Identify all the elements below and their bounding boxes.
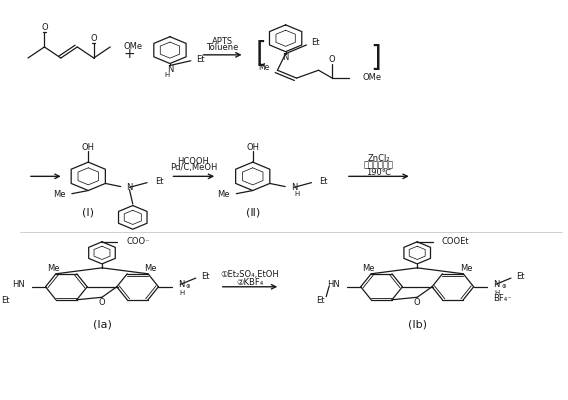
Text: O: O [99, 298, 105, 306]
Text: HCOOH: HCOOH [178, 157, 210, 166]
Text: APTS: APTS [212, 37, 233, 46]
Text: Me: Me [362, 264, 375, 273]
Text: Toluene: Toluene [206, 43, 239, 52]
Text: N: N [282, 53, 289, 62]
Text: Et: Et [319, 177, 328, 186]
Text: ②KBF₄: ②KBF₄ [236, 278, 264, 286]
Text: (Ⅱ): (Ⅱ) [245, 207, 260, 217]
Text: H: H [294, 192, 299, 198]
Text: Me: Me [217, 190, 229, 199]
Text: N: N [167, 65, 173, 74]
Text: Me: Me [460, 264, 472, 273]
Text: O: O [414, 298, 420, 306]
Text: Et: Et [316, 296, 325, 306]
Text: Et: Et [196, 55, 204, 64]
Text: Me: Me [258, 63, 269, 72]
Text: Et: Et [1, 296, 10, 306]
Text: OH: OH [82, 143, 95, 152]
Text: 邻芯二甲酸酯: 邻芯二甲酸酯 [364, 161, 394, 170]
Text: HN: HN [327, 280, 340, 289]
Text: Et: Et [311, 38, 320, 47]
Text: OMe: OMe [124, 42, 143, 52]
Text: ⊕: ⊕ [186, 284, 190, 289]
Text: H: H [165, 72, 170, 78]
Text: H: H [495, 290, 500, 296]
Text: Et: Et [154, 177, 163, 186]
Text: O: O [90, 34, 97, 43]
Text: COOEt: COOEt [442, 237, 470, 246]
Text: BF₄⁻: BF₄⁻ [493, 294, 512, 303]
Text: COO⁻: COO⁻ [127, 237, 150, 246]
Text: O: O [41, 23, 48, 32]
Text: N: N [493, 280, 499, 289]
Text: (Ia): (Ia) [93, 320, 111, 330]
Text: (Ib): (Ib) [408, 320, 427, 330]
Text: Me: Me [53, 190, 65, 199]
Text: OH: OH [247, 143, 259, 152]
Text: N: N [291, 183, 297, 192]
Text: N: N [178, 280, 184, 289]
Text: ]: ] [370, 44, 382, 72]
Text: H: H [179, 290, 185, 296]
Text: 190℃: 190℃ [366, 168, 391, 177]
Text: [: [ [256, 40, 266, 68]
Text: Me: Me [47, 264, 60, 273]
Text: Et: Et [516, 272, 525, 281]
Text: O: O [329, 55, 336, 64]
Text: Me: Me [144, 264, 157, 273]
Text: Pd/C,MeOH: Pd/C,MeOH [170, 163, 217, 172]
Text: +: + [124, 47, 135, 61]
Text: OMe: OMe [362, 73, 382, 82]
Text: Et: Et [201, 272, 210, 281]
Text: N: N [126, 183, 132, 192]
Text: ⊕: ⊕ [501, 284, 506, 289]
Text: ①Et₂SO₄,EtOH: ①Et₂SO₄,EtOH [220, 270, 279, 280]
Text: (Ⅰ): (Ⅰ) [82, 207, 94, 217]
Text: HN: HN [12, 280, 24, 289]
Text: ZnCl₂: ZnCl₂ [367, 154, 390, 163]
